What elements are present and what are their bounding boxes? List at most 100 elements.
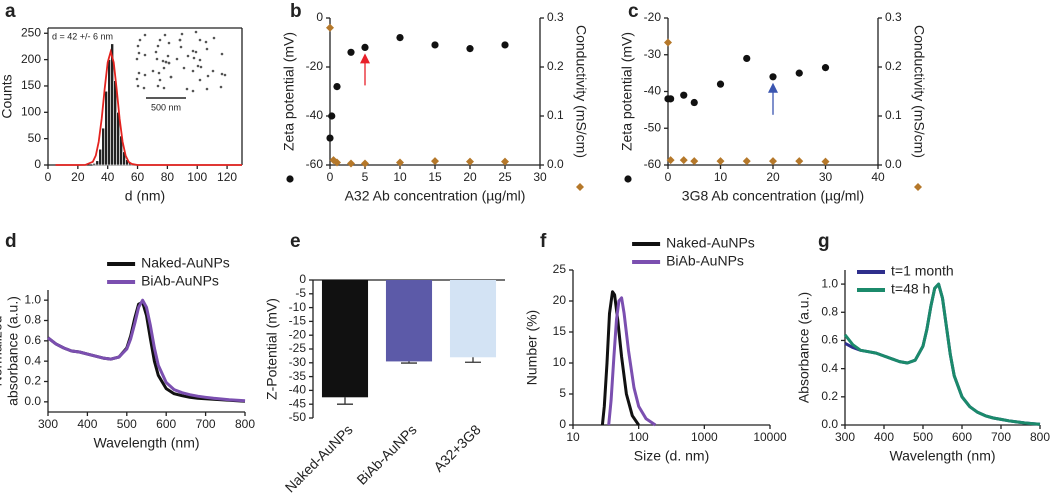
y2-tick-label: 0.3 — [547, 10, 564, 24]
y-tick-label: -60 — [644, 157, 662, 171]
x-tick-label: 700 — [196, 417, 216, 431]
marker — [690, 157, 699, 166]
inset-particle — [156, 44, 160, 48]
panel-label: g — [818, 231, 830, 252]
x-tick-label: 10 — [714, 170, 728, 184]
inset-particle — [155, 57, 159, 61]
error-bar — [465, 357, 481, 363]
marker — [769, 73, 777, 81]
x-tick-label: 20 — [71, 170, 85, 184]
y-tick-label: 0 — [559, 417, 566, 431]
inset-particle — [205, 47, 209, 51]
inset-particle — [151, 69, 155, 73]
inset-particle — [196, 64, 200, 68]
inset-particle — [143, 73, 147, 77]
bar — [385, 280, 433, 362]
y-tick-label: 0.2 — [24, 374, 41, 388]
series-line — [843, 282, 1041, 426]
bar — [92, 163, 97, 166]
marker — [328, 112, 336, 120]
arrow-head — [768, 82, 778, 93]
legend-label: t=1 month — [891, 263, 954, 279]
x-axis-label: Wavelength (nm) — [93, 435, 199, 451]
x-tick-label: 1000 — [691, 430, 718, 444]
marker — [361, 43, 369, 52]
inset-particle — [198, 38, 202, 42]
y-tick-label: -20 — [289, 327, 307, 341]
inset-particle — [158, 78, 162, 82]
y-tick-label: 0.0 — [24, 394, 41, 408]
inset-particle — [179, 45, 183, 49]
x-tick-label: 500 — [913, 430, 933, 444]
marker — [666, 156, 675, 165]
inset-particle — [164, 60, 168, 64]
y-tick-label: 50 — [28, 131, 42, 145]
inset-particle — [166, 54, 170, 58]
inset-particle — [137, 51, 141, 55]
y-tick-label: -50 — [644, 120, 662, 134]
inset-particle — [178, 38, 182, 42]
marker — [361, 159, 369, 168]
x-tick-label: 25 — [498, 170, 512, 184]
x-tick-label: 10000 — [753, 430, 787, 444]
y-axis-label: Number (%) — [524, 310, 540, 385]
inset-particle — [156, 84, 160, 88]
inset-particle — [162, 66, 166, 70]
inset-particle — [219, 85, 223, 89]
inset-particle — [220, 72, 224, 76]
inset-particle — [191, 69, 195, 73]
y-tick-label: 10 — [553, 355, 567, 369]
marker — [576, 183, 584, 191]
inset-particle — [186, 54, 190, 58]
y-tick-label: -45 — [289, 396, 307, 410]
inset-particle — [206, 74, 210, 78]
y-tick-label: 20 — [553, 293, 567, 307]
x-tick-label: 100 — [629, 430, 649, 444]
inset-particle — [185, 87, 189, 91]
marker — [431, 41, 439, 49]
y-tick-label: 0.8 — [821, 304, 838, 318]
error-bar — [337, 397, 353, 405]
y-tick-label: 0 — [316, 10, 323, 24]
x-tick-label: BiAb-AuNPs — [353, 421, 419, 487]
marker — [821, 157, 830, 166]
marker — [396, 34, 404, 42]
inset-particle — [191, 49, 195, 53]
marker — [795, 69, 803, 77]
legend-label: BiAb-AuNPs — [141, 273, 219, 289]
y-tick-label: 0.2 — [821, 389, 838, 403]
bar — [321, 280, 369, 398]
marker — [716, 80, 725, 88]
y-tick-label: -40 — [289, 383, 307, 397]
inset-particle — [180, 32, 184, 36]
y2-tick-label: 0.2 — [547, 59, 564, 73]
inset-particle — [175, 57, 179, 61]
x-tick-label: 5 — [362, 170, 369, 184]
marker — [347, 159, 355, 168]
legend-label: t=48 h — [891, 281, 930, 297]
x-tick-label: 800 — [1030, 430, 1050, 444]
x-tick-label: 40 — [101, 170, 115, 184]
y-tick-label: 0.8 — [24, 313, 41, 327]
inset-particle — [163, 33, 167, 37]
y-tick-label: -60 — [306, 157, 324, 171]
x-tick-label: 0 — [665, 170, 672, 184]
y-tick-label: 0 — [299, 272, 306, 286]
marker — [501, 157, 509, 166]
inset-particle — [137, 71, 141, 75]
y-tick-label: -40 — [306, 108, 324, 122]
marker — [795, 157, 804, 166]
inset-particle — [198, 78, 202, 82]
y2-tick-label: 0.2 — [885, 59, 902, 73]
y-tick-label: 25 — [553, 262, 567, 276]
x-tick-label: 500 — [117, 417, 137, 431]
marker — [679, 156, 688, 165]
inset-particle — [212, 36, 216, 40]
inset-particle — [205, 87, 209, 91]
arrow-head — [360, 53, 370, 64]
x-axis-label: d (nm) — [125, 188, 165, 204]
annotation: d = 42 +/- 6 nm — [52, 31, 113, 41]
y-axis-label: Zeta potential (mV) — [281, 32, 297, 151]
y-axis-label: absorbance (a.u.) — [5, 296, 21, 406]
marker — [769, 157, 777, 166]
